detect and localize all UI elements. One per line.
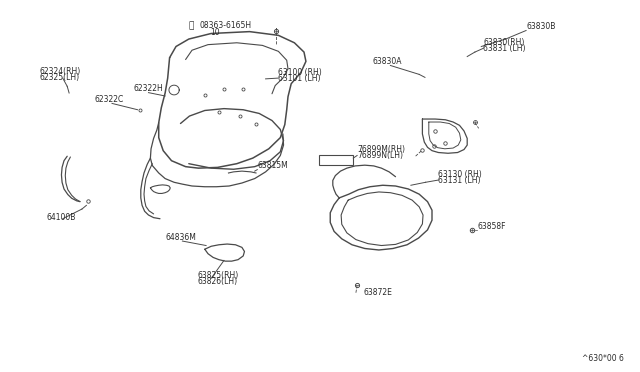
Text: 63131 (LH): 63131 (LH) — [438, 176, 481, 185]
Text: 08363-6165H: 08363-6165H — [200, 21, 252, 30]
Text: 63130 (RH): 63130 (RH) — [438, 170, 482, 179]
Text: 63826(LH): 63826(LH) — [197, 277, 237, 286]
Text: 63101 (LH): 63101 (LH) — [278, 74, 320, 83]
Text: 76899N(LH): 76899N(LH) — [357, 151, 403, 160]
Text: 64100B: 64100B — [46, 213, 76, 222]
Text: 62322H: 62322H — [133, 84, 163, 93]
Text: 62322C: 62322C — [95, 95, 124, 104]
Text: Ⓢ: Ⓢ — [188, 22, 193, 31]
Text: 63858F: 63858F — [477, 222, 506, 231]
Text: 63831 (LH): 63831 (LH) — [483, 44, 525, 53]
Text: 63830A: 63830A — [372, 57, 402, 66]
Text: 63815M: 63815M — [257, 161, 288, 170]
Text: 63830(RH): 63830(RH) — [483, 38, 525, 47]
Text: 62324(RH): 62324(RH) — [40, 67, 81, 76]
Text: 63825(RH): 63825(RH) — [197, 271, 238, 280]
Text: 63830B: 63830B — [526, 22, 556, 31]
Text: 62325(LH): 62325(LH) — [40, 73, 80, 82]
Text: 64836M: 64836M — [165, 233, 196, 242]
Text: 63872E: 63872E — [364, 288, 392, 296]
Text: 63100 (RH): 63100 (RH) — [278, 68, 321, 77]
Text: ^630*00 6: ^630*00 6 — [582, 354, 624, 363]
FancyBboxPatch shape — [319, 155, 353, 165]
Text: 10: 10 — [210, 28, 220, 37]
Text: 76899M(RH): 76899M(RH) — [357, 145, 405, 154]
